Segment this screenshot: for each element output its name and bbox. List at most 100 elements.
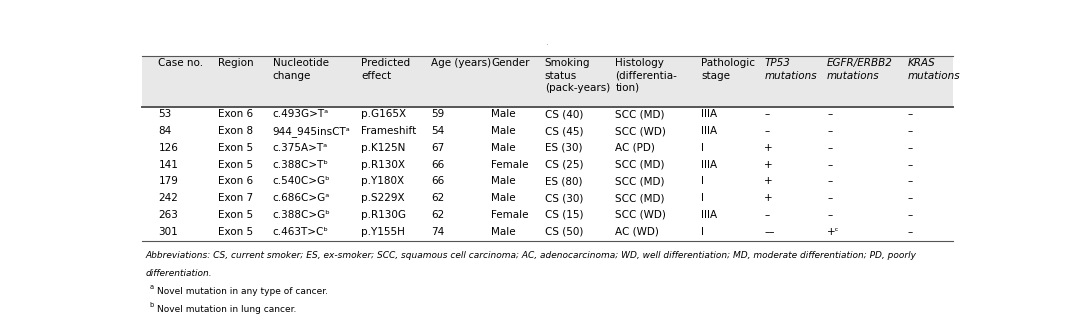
Text: 301: 301 xyxy=(158,227,178,237)
Text: Novel mutation in any type of cancer.: Novel mutation in any type of cancer. xyxy=(157,287,328,296)
Text: –: – xyxy=(908,143,913,153)
Text: –: – xyxy=(908,109,913,119)
Text: –: – xyxy=(827,210,832,220)
Text: +: + xyxy=(765,193,773,203)
Text: I: I xyxy=(702,143,704,153)
Text: c.493G>Tᵃ: c.493G>Tᵃ xyxy=(272,109,329,119)
Text: SCC (WD): SCC (WD) xyxy=(615,126,666,136)
Text: Case no.: Case no. xyxy=(158,58,204,68)
Text: ·: · xyxy=(546,40,549,50)
Text: Male: Male xyxy=(491,109,516,119)
Text: Exon 6: Exon 6 xyxy=(218,176,253,186)
Text: Gender: Gender xyxy=(491,58,530,68)
Text: p.R130G: p.R130G xyxy=(361,210,406,220)
Text: 242: 242 xyxy=(158,193,178,203)
Text: +: + xyxy=(765,160,773,170)
Text: +: + xyxy=(765,176,773,186)
Text: +ᶜ: +ᶜ xyxy=(827,227,839,237)
Text: –: – xyxy=(827,176,832,186)
Text: Female: Female xyxy=(491,210,529,220)
Text: Smoking
status
(pack-years): Smoking status (pack-years) xyxy=(545,58,610,93)
Text: Nucleotide
change: Nucleotide change xyxy=(272,58,329,81)
Text: Pathologic
stage: Pathologic stage xyxy=(702,58,755,81)
Text: –: – xyxy=(827,143,832,153)
Text: SCC (MD): SCC (MD) xyxy=(615,109,664,119)
Text: Region: Region xyxy=(218,58,253,68)
Text: 54: 54 xyxy=(431,126,444,136)
Text: –: – xyxy=(908,210,913,220)
Text: c.375A>Tᵃ: c.375A>Tᵃ xyxy=(272,143,328,153)
Text: KRAS
mutations: KRAS mutations xyxy=(908,58,960,81)
Text: SCC (MD): SCC (MD) xyxy=(615,160,664,170)
Text: –: – xyxy=(908,176,913,186)
Text: +: + xyxy=(765,143,773,153)
Text: 263: 263 xyxy=(158,210,178,220)
Text: 179: 179 xyxy=(158,176,178,186)
Text: c.388C>Gᵇ: c.388C>Gᵇ xyxy=(272,210,330,220)
Text: AC (WD): AC (WD) xyxy=(615,227,659,237)
Text: –: – xyxy=(908,160,913,170)
Text: CS (25): CS (25) xyxy=(545,160,583,170)
Text: –: – xyxy=(765,126,769,136)
Text: b: b xyxy=(150,301,154,308)
Text: IIIA: IIIA xyxy=(702,160,718,170)
Text: AC (PD): AC (PD) xyxy=(615,143,655,153)
Text: –: – xyxy=(827,109,832,119)
Text: IIIA: IIIA xyxy=(702,109,718,119)
Text: 66: 66 xyxy=(431,160,444,170)
Text: –: – xyxy=(908,227,913,237)
Text: a: a xyxy=(150,284,154,290)
Text: Age (years): Age (years) xyxy=(431,58,491,68)
Text: Male: Male xyxy=(491,126,516,136)
Text: p.Y155H: p.Y155H xyxy=(361,227,405,237)
Text: p.S229X: p.S229X xyxy=(361,193,405,203)
Text: I: I xyxy=(702,176,704,186)
Text: Exon 5: Exon 5 xyxy=(218,227,253,237)
Text: Male: Male xyxy=(491,143,516,153)
Text: Predicted
effect: Predicted effect xyxy=(361,58,410,81)
Text: p.Y180X: p.Y180X xyxy=(361,176,405,186)
Text: ES (30): ES (30) xyxy=(545,143,582,153)
Text: TP53
mutations: TP53 mutations xyxy=(765,58,817,81)
Text: CS (45): CS (45) xyxy=(545,126,583,136)
Text: Exon 5: Exon 5 xyxy=(218,210,253,220)
Text: differentiation.: differentiation. xyxy=(146,269,213,278)
Text: CS (40): CS (40) xyxy=(545,109,583,119)
Text: EGFR/ERBB2
mutations: EGFR/ERBB2 mutations xyxy=(827,58,893,81)
Text: CS (50): CS (50) xyxy=(545,227,583,237)
Text: 74: 74 xyxy=(431,227,444,237)
Text: 59: 59 xyxy=(431,109,444,119)
Text: I: I xyxy=(702,193,704,203)
Text: I: I xyxy=(702,227,704,237)
Text: c.540C>Gᵇ: c.540C>Gᵇ xyxy=(272,176,330,186)
Text: 126: 126 xyxy=(158,143,178,153)
Text: SCC (WD): SCC (WD) xyxy=(615,210,666,220)
Text: Abbreviations: CS, current smoker; ES, ex-smoker; SCC, squamous cell carcinoma; : Abbreviations: CS, current smoker; ES, e… xyxy=(146,251,917,260)
Text: Exon 6: Exon 6 xyxy=(218,109,253,119)
Text: Male: Male xyxy=(491,193,516,203)
Text: SCC (MD): SCC (MD) xyxy=(615,193,664,203)
Text: Histology
(differentia-
tion): Histology (differentia- tion) xyxy=(615,58,677,93)
Text: Exon 7: Exon 7 xyxy=(218,193,253,203)
Text: 67: 67 xyxy=(431,143,444,153)
Text: –: – xyxy=(765,109,769,119)
Text: Frameshift: Frameshift xyxy=(361,126,417,136)
Text: c: c xyxy=(150,319,153,320)
Text: CS (30): CS (30) xyxy=(545,193,583,203)
Text: –: – xyxy=(908,193,913,203)
Text: 66: 66 xyxy=(431,176,444,186)
Text: 62: 62 xyxy=(431,210,444,220)
Text: Novel mutation in lung cancer.: Novel mutation in lung cancer. xyxy=(157,305,296,314)
Text: Male: Male xyxy=(491,227,516,237)
Text: p.G165X: p.G165X xyxy=(361,109,406,119)
Text: ES (80): ES (80) xyxy=(545,176,582,186)
Text: SCC (MD): SCC (MD) xyxy=(615,176,664,186)
Text: 141: 141 xyxy=(158,160,178,170)
Text: –: – xyxy=(827,160,832,170)
Text: 53: 53 xyxy=(158,109,172,119)
Text: Female: Female xyxy=(491,160,529,170)
Text: –: – xyxy=(765,210,769,220)
Text: Exon 8: Exon 8 xyxy=(218,126,253,136)
Text: c.388C>Tᵇ: c.388C>Tᵇ xyxy=(272,160,329,170)
Text: 62: 62 xyxy=(431,193,444,203)
